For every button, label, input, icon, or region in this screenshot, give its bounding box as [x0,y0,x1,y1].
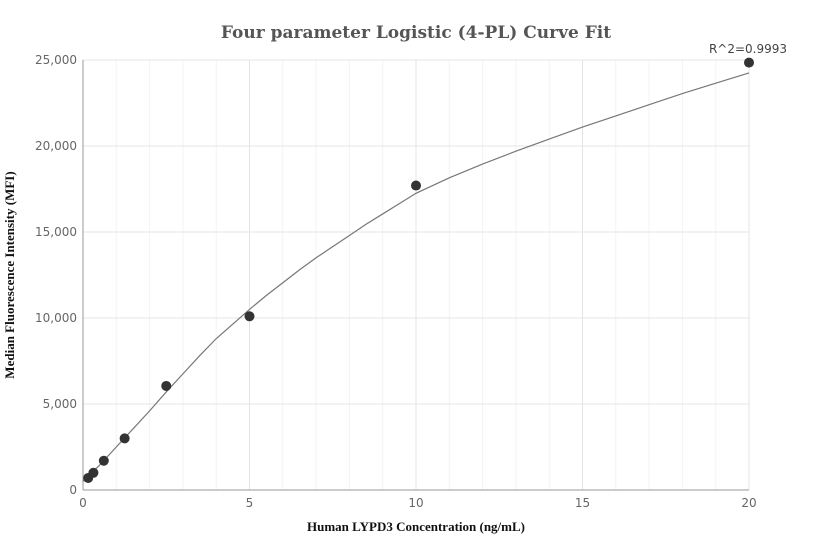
axes [82,60,749,491]
data-point [98,455,109,466]
minor-gridlines [115,60,717,490]
major-gridlines [83,59,750,490]
y-tick-label: 0 [69,483,77,497]
data-point [161,380,172,391]
chart-title: Four parameter Logistic (4-PL) Curve Fit [221,23,611,43]
y-tick-label: 5,000 [43,397,77,411]
data-points [83,57,754,483]
x-tick-label: 0 [79,496,87,510]
y-tick-labels: 0 5,000 10,000 15,000 20,000 25,000 [35,53,77,497]
r-squared-annotation: R^2=0.9993 [709,42,787,56]
y-tick-label: 15,000 [35,225,77,239]
x-tick-label: 15 [575,496,590,510]
x-tick-labels: 0 5 10 15 20 [79,496,756,510]
data-point [411,180,421,191]
data-point [88,467,99,478]
data-point [744,57,754,68]
y-tick-label: 10,000 [35,311,77,325]
data-point [244,311,255,322]
y-tick-label: 20,000 [35,139,77,153]
fit-curve-line [82,72,750,482]
y-tick-label: 25,000 [35,53,77,67]
data-point [119,433,130,444]
x-tick-label: 5 [246,496,254,510]
x-axis-title: Human LYPD3 Concentration (ng/mL) [307,519,525,534]
x-tick-label: 10 [408,496,423,510]
x-tick-label: 20 [741,496,756,510]
y-axis-title: Median Fluorescence Intensity (MFI) [2,171,17,378]
